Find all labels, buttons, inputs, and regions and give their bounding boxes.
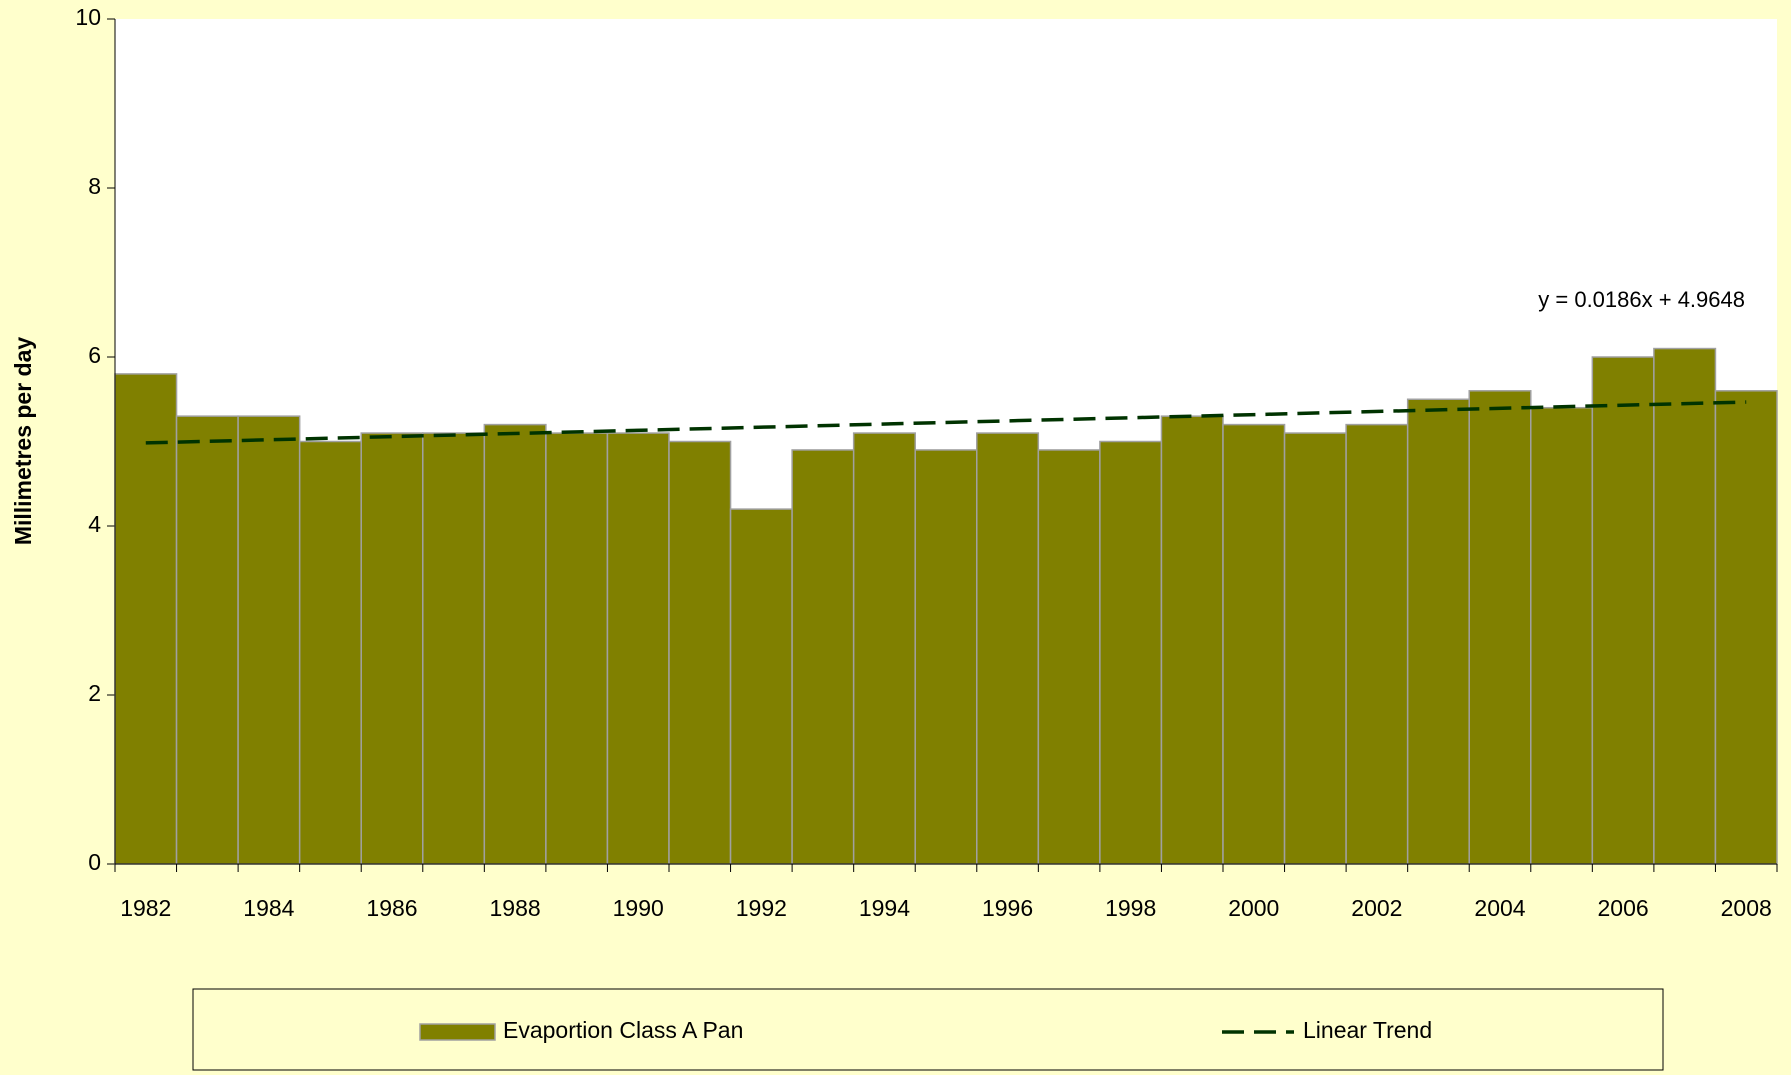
x-tick-label: 1992 bbox=[736, 895, 787, 921]
x-tick-label: 2002 bbox=[1351, 895, 1402, 921]
x-tick-label: 2008 bbox=[1721, 895, 1772, 921]
y-tick-label: 4 bbox=[88, 511, 101, 537]
bar bbox=[914, 449, 978, 865]
bar bbox=[175, 415, 239, 865]
bar bbox=[1283, 432, 1347, 865]
legend-label: Linear Trend bbox=[1303, 1017, 1432, 1043]
y-tick-label: 8 bbox=[88, 173, 101, 199]
bar bbox=[668, 440, 732, 865]
x-tick-label: 2006 bbox=[1598, 895, 1649, 921]
bar bbox=[483, 423, 547, 865]
legend-swatch bbox=[419, 1023, 496, 1041]
bar bbox=[237, 415, 301, 865]
x-tick-label: 1982 bbox=[120, 895, 171, 921]
y-tick-label: 2 bbox=[88, 680, 101, 706]
bar bbox=[1468, 390, 1532, 865]
y-axis-label: Millimetres per day bbox=[10, 337, 36, 546]
trend-line bbox=[145, 400, 1747, 445]
bar bbox=[1345, 423, 1409, 865]
bar bbox=[360, 432, 424, 865]
x-tick-label: 1994 bbox=[859, 895, 910, 921]
bar bbox=[114, 373, 178, 865]
legend-label: Evaportion Class A Pan bbox=[503, 1017, 743, 1043]
legend bbox=[192, 988, 1664, 1071]
x-tick-label: 1986 bbox=[366, 895, 417, 921]
bar bbox=[1714, 390, 1778, 865]
bar bbox=[422, 432, 486, 865]
bar bbox=[852, 432, 916, 865]
x-tick-label: 1998 bbox=[1105, 895, 1156, 921]
bar bbox=[1530, 406, 1594, 865]
bar bbox=[976, 432, 1040, 865]
bar bbox=[1406, 398, 1470, 865]
bar bbox=[1591, 356, 1655, 865]
bar bbox=[1099, 440, 1163, 865]
bar bbox=[1222, 423, 1286, 865]
y-tick-label: 0 bbox=[88, 849, 101, 875]
x-tick-label: 1990 bbox=[613, 895, 664, 921]
bar bbox=[606, 432, 670, 865]
bar bbox=[1160, 415, 1224, 865]
x-tick-label: 2004 bbox=[1474, 895, 1525, 921]
x-tick-label: 1988 bbox=[490, 895, 541, 921]
x-tick-label: 1996 bbox=[982, 895, 1033, 921]
bar bbox=[729, 508, 793, 865]
trend-equation: y = 0.0186x + 4.9648 bbox=[1538, 287, 1745, 312]
bar bbox=[298, 440, 362, 865]
x-tick-label: 1984 bbox=[243, 895, 294, 921]
bar bbox=[791, 449, 855, 865]
bar bbox=[1037, 449, 1101, 865]
x-tick-label: 2000 bbox=[1228, 895, 1279, 921]
bar bbox=[545, 432, 609, 865]
y-tick-label: 6 bbox=[88, 342, 101, 368]
y-tick-label: 10 bbox=[75, 4, 101, 30]
bar bbox=[1653, 347, 1717, 865]
